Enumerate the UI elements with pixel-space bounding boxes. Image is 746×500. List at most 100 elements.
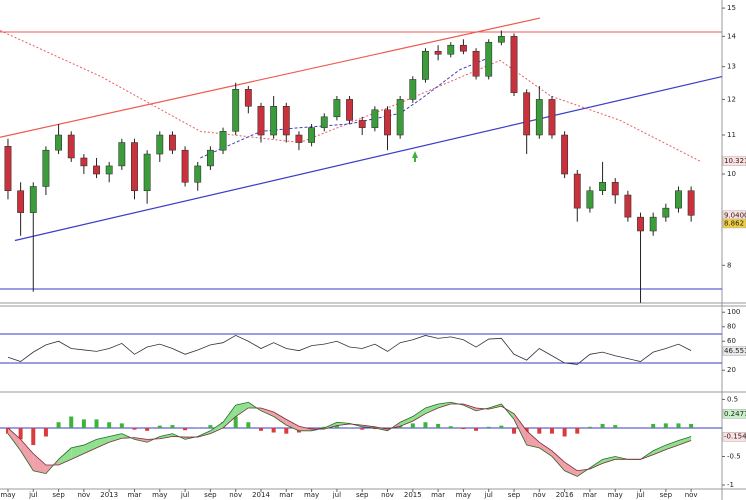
x-tick-label: nov	[533, 491, 546, 499]
histogram-bar	[360, 427, 365, 430]
macd-fill	[20, 439, 34, 471]
candle-body	[409, 79, 417, 100]
macd-fill	[273, 411, 287, 426]
macd-fill	[298, 426, 312, 431]
histogram-bar	[512, 427, 517, 434]
histogram-bar	[474, 427, 479, 431]
macd-fill	[526, 430, 540, 448]
x-tick-label: mar	[279, 491, 293, 499]
x-tick-label: sep	[508, 491, 521, 499]
histogram-bar	[107, 422, 112, 428]
candle-body	[308, 127, 316, 143]
macd-fill	[514, 413, 527, 446]
x-tick-label: mar	[431, 491, 445, 499]
price-tag	[722, 156, 746, 166]
histogram-bar	[448, 426, 453, 428]
x-tick-label: nov	[685, 491, 698, 499]
histogram-bar	[461, 427, 466, 430]
y-tick-label: 10	[727, 170, 736, 178]
histogram-bar	[651, 423, 656, 428]
candle-body	[257, 106, 265, 136]
price-tag-label: 0.2477	[724, 410, 746, 418]
histogram-bar	[18, 427, 23, 440]
trend-line	[0, 17, 541, 138]
histogram-bar	[183, 427, 188, 431]
candle-body	[637, 216, 644, 232]
price-tag-label: 9.0400	[724, 211, 746, 219]
candle-body	[105, 165, 113, 175]
macd-fill	[336, 422, 350, 426]
candle-body	[156, 134, 164, 155]
histogram-bar	[69, 416, 74, 428]
histogram-bar	[410, 423, 415, 428]
histogram-bar	[119, 423, 124, 428]
candle-body	[282, 106, 290, 136]
trend-line	[14, 75, 723, 242]
candle-body	[599, 182, 606, 191]
y-tick-label: 14	[727, 32, 736, 40]
macd-fill	[33, 453, 46, 474]
y-tick-label: -0.5	[727, 452, 741, 460]
x-tick-label: mar	[127, 491, 141, 499]
histogram-bar	[575, 427, 580, 434]
y-tick-label: 11	[727, 131, 736, 139]
candle-body	[384, 109, 391, 136]
y-tick-label: 13	[727, 63, 736, 71]
x-tick-label: jul	[332, 491, 341, 499]
x-tick-label: 2014	[252, 491, 270, 499]
candle-body	[548, 99, 556, 136]
price-tag-label: -0.1542	[724, 433, 746, 441]
histogram-bar	[372, 427, 377, 430]
macd-fill	[223, 405, 236, 428]
candle-body	[675, 190, 682, 209]
macd-fill	[210, 422, 224, 434]
candle-body	[295, 134, 303, 143]
histogram-bar	[157, 425, 162, 428]
macd-fill	[476, 407, 489, 411]
x-tick-label: 2016	[556, 491, 574, 499]
price-tag-label: 8.862	[724, 219, 744, 227]
histogram-bar	[436, 423, 441, 428]
candle-body	[649, 216, 657, 232]
price-tag	[722, 431, 746, 442]
candle-body	[422, 50, 429, 80]
macd-line	[7, 401, 692, 477]
histogram-bar	[271, 427, 276, 433]
histogram-bar	[94, 419, 99, 428]
x-tick-label: sep	[204, 491, 217, 499]
candle-body	[510, 36, 518, 93]
candle-body	[333, 99, 341, 118]
x-tick-label: jul	[28, 491, 37, 499]
histogram-bar	[689, 423, 694, 428]
candle-body	[434, 50, 442, 55]
x-tick-label: jul	[180, 491, 189, 499]
histogram-bar	[676, 423, 681, 428]
macd-fill	[602, 456, 616, 464]
macd-fill	[665, 440, 679, 450]
x-tick-label: nov	[229, 491, 242, 499]
macd-fill	[551, 450, 565, 471]
macd-fill	[286, 419, 299, 431]
y-tick-label: 12	[727, 95, 736, 103]
candle-body	[17, 190, 25, 213]
macd-fill	[564, 462, 578, 477]
candle-body	[118, 142, 126, 167]
candle-body	[181, 149, 189, 183]
candle-body	[662, 207, 670, 218]
candle-body	[320, 116, 328, 128]
x-tick-label: sep	[660, 491, 673, 499]
y-tick-label: 80	[727, 323, 736, 331]
histogram-bar	[663, 423, 668, 428]
candle-body	[561, 134, 569, 175]
histogram-bar	[562, 427, 567, 437]
y-tick-label: -1	[727, 481, 734, 489]
candle-body	[206, 149, 214, 167]
macd-fill	[83, 439, 97, 454]
histogram-bar	[233, 416, 238, 428]
candle-body	[55, 134, 62, 151]
histogram-bar	[31, 427, 36, 446]
candle-body	[472, 50, 480, 77]
x-tick-label: sep	[356, 491, 369, 499]
price-tag	[722, 409, 746, 419]
